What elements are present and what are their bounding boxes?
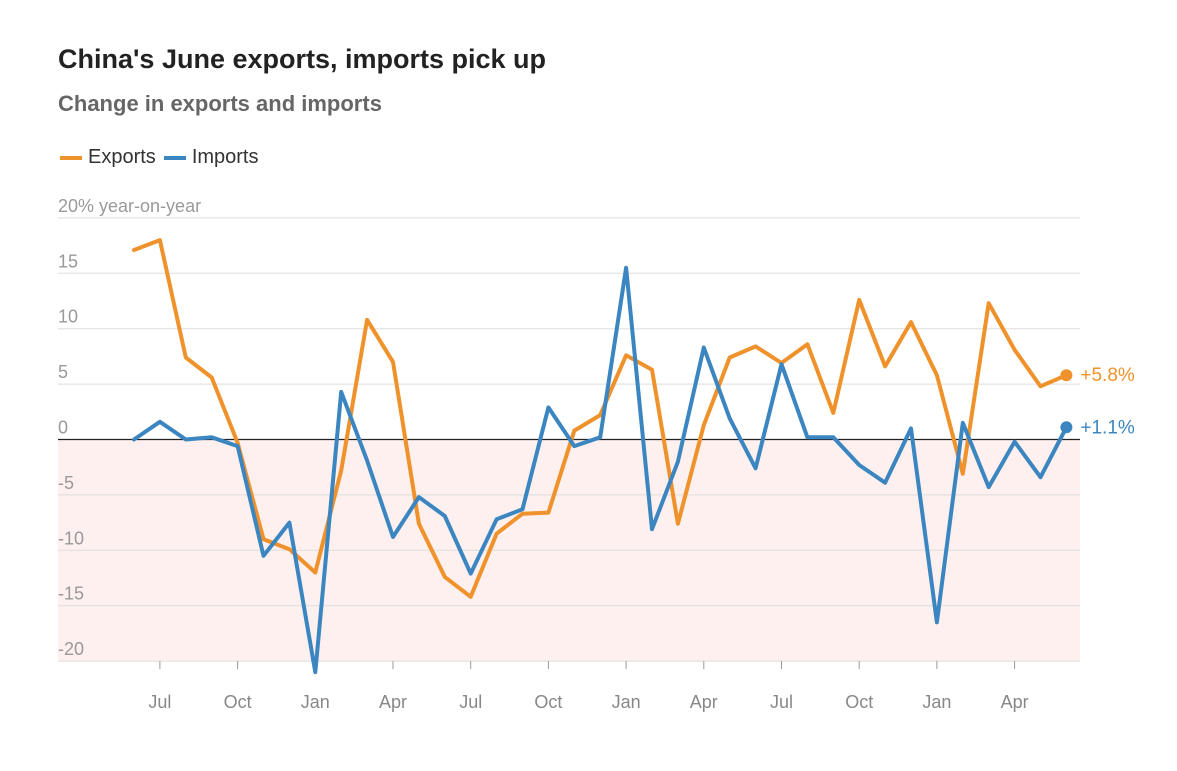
end-marker-exports [1060,369,1073,382]
x-tick-label: Jan [612,692,641,712]
y-tick-label: 10 [58,307,78,327]
y-tick-label: 0 [58,418,68,438]
legend: Exports Imports [60,146,267,169]
exports-swatch [60,155,82,160]
x-tick-label: Oct [845,692,873,712]
x-tick-label: Oct [224,692,252,712]
y-tick-label: 20% year-on-year [58,196,201,216]
y-tick-label: -15 [58,584,84,604]
x-tick-label: Jan [301,692,330,712]
legend-label-exports: Exports [88,146,156,168]
x-tick-label: Jul [770,692,793,712]
series-line-exports [132,238,1069,599]
chart-title: China's June exports, imports pick up [58,44,547,74]
imports-swatch [163,155,186,160]
imports-end-label: +1.1% [1080,417,1135,438]
x-tick-label: Oct [534,692,562,712]
x-tick-label: Jan [922,692,951,712]
legend-item-imports: Imports [163,146,259,169]
x-tick-label: Apr [1001,692,1029,712]
legend-item-exports: Exports [60,146,156,169]
legend-label-imports: Imports [191,146,259,168]
y-tick-label: -20 [58,639,84,659]
y-tick-label: -5 [58,473,74,493]
y-tick-label: -10 [58,528,84,548]
series-line-imports [132,265,1069,675]
y-tick-label: 15 [58,251,78,271]
x-tick-label: Apr [379,692,407,712]
y-tick-label: 5 [58,362,68,382]
x-tick-label: Jul [459,692,482,712]
x-tick-label: Apr [690,692,718,712]
end-marker-imports [1060,421,1073,434]
chart-subtitle: Change in exports and imports [58,91,382,116]
exports-end-label: +5.8% [1080,365,1135,386]
x-tick-label: Jul [148,692,171,712]
